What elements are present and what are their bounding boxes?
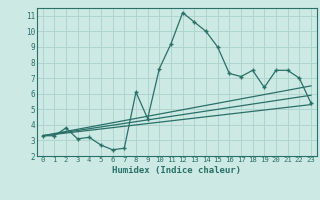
X-axis label: Humidex (Indice chaleur): Humidex (Indice chaleur): [112, 166, 241, 175]
